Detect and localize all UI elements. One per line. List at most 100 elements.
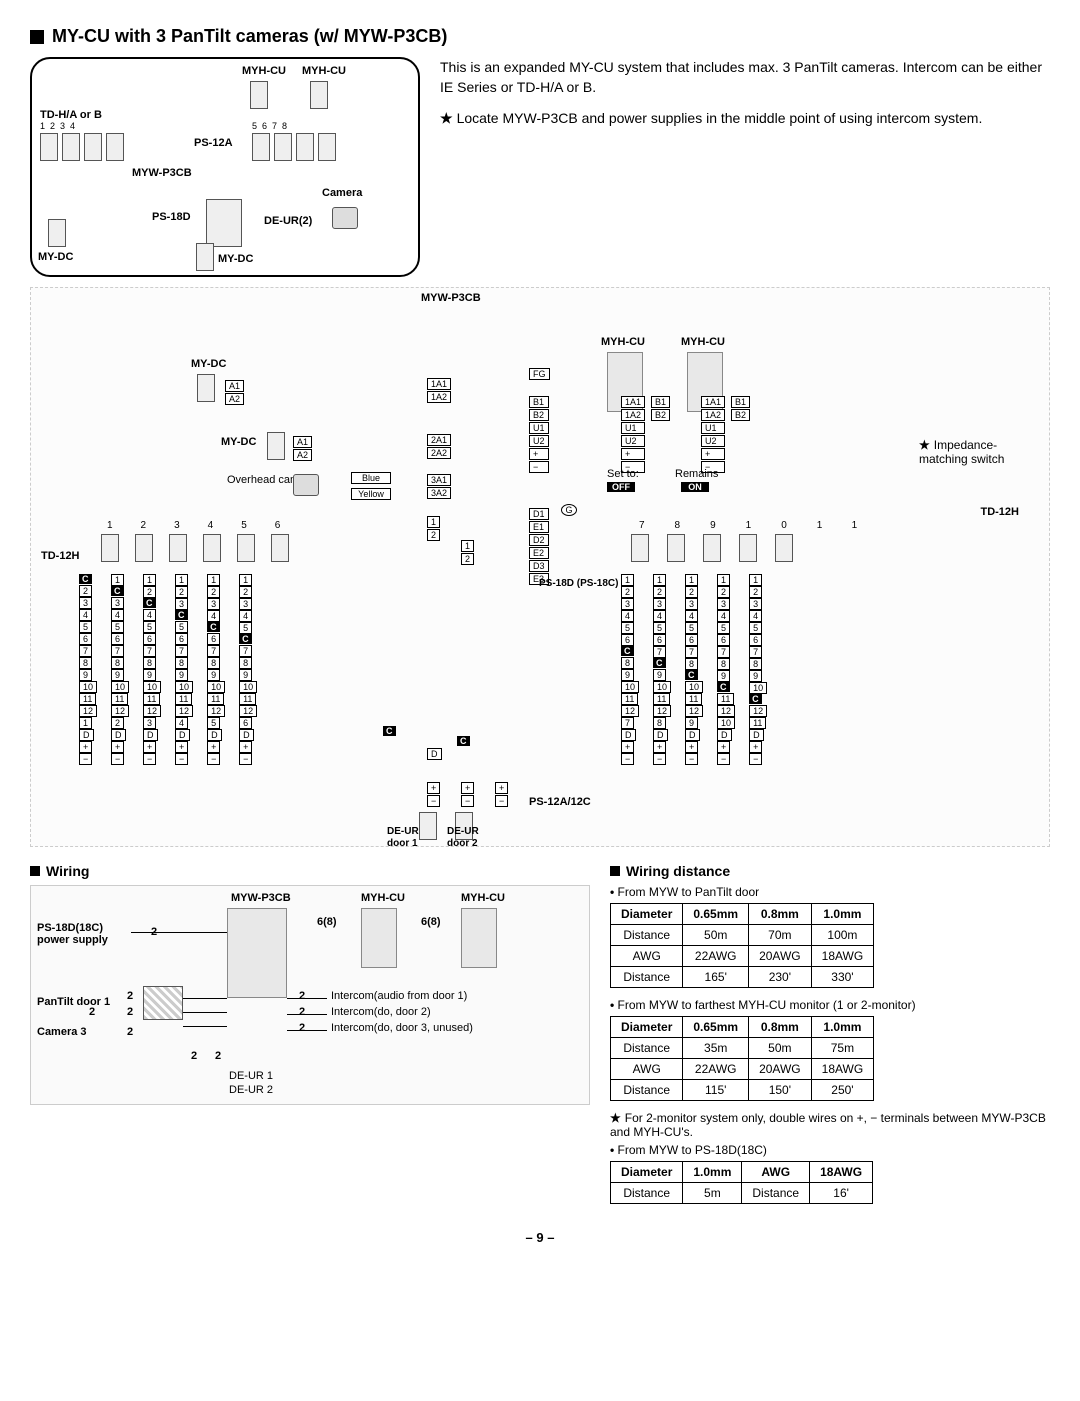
intro-description: This is an expanded MY-CU system that in… [440, 57, 1050, 138]
section-heading: MY-CU with 3 PanTilt cameras (w/ MYW-P3C… [30, 26, 1050, 47]
term-fg: FG [529, 368, 550, 380]
wire-line [287, 1014, 327, 1015]
label-2: 2 [215, 1050, 221, 1062]
terminals-3a: 3A1 3A2 [427, 474, 451, 499]
terminals-de: D1E1 D2E2 D3E3 [529, 508, 549, 585]
terminals-cu1: 1A11A2 U1U2 +− [621, 396, 645, 473]
table-caption: From MYW to PS-18D(18C) [610, 1143, 1050, 1157]
label-myw-p3cb: MYW-P3CB [231, 892, 291, 904]
label-cam3: Camera 3 [37, 1026, 87, 1038]
terminals-cu1b: B1B2 [651, 396, 670, 421]
terminal-column: 123456C891011127D+− [621, 574, 639, 765]
device-myh-cu [250, 81, 268, 109]
terminal-ladder-right: 123456C891011127D+− 1234567C91011128D+− … [621, 574, 767, 765]
label-ps: PS-18D(18C) power supply [37, 922, 127, 946]
wire-line [183, 1026, 227, 1027]
terminals-a: A1 A2 [293, 436, 312, 461]
star-icon: ★ [440, 108, 453, 128]
wiring-table-2: Diameter0.65mm0.8mm1.0mm Distance35m50m7… [610, 1016, 874, 1101]
device-intercom [84, 133, 102, 161]
device-myw-p3cb [206, 199, 242, 247]
section-title: MY-CU with 3 PanTilt cameras (w/ MYW-P3C… [52, 26, 447, 47]
terminals-2a: 2A1 2A2 [427, 434, 451, 459]
terminal-column: C234567891011121D+− [79, 574, 97, 765]
label-impedance: ★Impedance-matching switch [919, 438, 1019, 466]
device-intercom [296, 133, 314, 161]
device-intercom [252, 133, 270, 161]
label-yellow: Yellow [351, 488, 391, 500]
wiring-block-diagram: MYW-P3CB MYH-CU MYH-CU 6(8) 6(8) PS-18D(… [30, 885, 590, 1105]
label-mydc: MY-DC [191, 358, 226, 370]
device-my-dc [197, 374, 215, 402]
badge-on: ON [681, 482, 709, 492]
terminal-column: 12345678910C1211D+− [749, 574, 767, 765]
term-g: G [561, 504, 577, 516]
label-myh-cu: MYH-CU [681, 336, 725, 348]
heading-bullet [30, 866, 40, 876]
terminal-column: 12345C7891011126D+− [239, 574, 257, 765]
device-intercom [739, 534, 757, 562]
wiring-table-1: Diameter0.65mm0.8mm1.0mm Distance50m70m1… [610, 903, 874, 988]
label-ps12a: PS-12A [194, 137, 233, 149]
label-numbers: 123456 [107, 520, 308, 531]
device-intercom [237, 534, 255, 562]
label-intercom-a: Intercom(audio from door 1) [331, 990, 467, 1002]
label-myw-p3cb: MYW-P3CB [421, 292, 481, 304]
label-td-hab: TD-H/A or B [40, 109, 102, 121]
device-intercom [775, 534, 793, 562]
device-intercom [106, 133, 124, 161]
label-68: 6(8) [317, 916, 337, 928]
label-2: 2 [89, 1006, 95, 1018]
wire-line [287, 1030, 327, 1031]
table-star-note: ★For 2-monitor system only, double wires… [610, 1111, 1050, 1139]
system-diagram-box: MYH-CU MYH-CU TD-H/A or B 1 2 3 4 PS-12A… [30, 57, 420, 277]
terminals-center-12b: 12 [461, 540, 474, 565]
label-deur1: DE-UR 1 [229, 1070, 273, 1082]
device-myh-cu [461, 908, 497, 968]
wiring-table-3: Diameter1.0mmAWG18AWG Distance5mDistance… [610, 1161, 873, 1204]
device-my-dc [267, 432, 285, 460]
device-intercom [667, 534, 685, 562]
terminals-cu2: 1A11A2 U1U2 +− [701, 396, 725, 473]
label-myh-cu: MYH-CU [461, 892, 505, 904]
terminal-column: 1234C67891011125D+− [207, 574, 225, 765]
terminal-diagram: MYW-P3CB MYH-CU MYH-CU MY-DC A1 A2 MY-DC… [30, 287, 1050, 847]
terminals-bu: B1 B2 U1 U2 + − [529, 396, 549, 473]
label-myw-p3cb: MYW-P3CB [132, 167, 192, 179]
device-intercom [271, 534, 289, 562]
label-blue: Blue [351, 472, 391, 484]
label-camera: Camera [322, 187, 362, 199]
label-myh-cu: MYH-CU [302, 65, 346, 77]
page-number: – 9 – [30, 1230, 1050, 1245]
label-2: 2 [191, 1050, 197, 1062]
label-2: 2 [127, 1006, 133, 1018]
terminal-column: 12345678C1011129D+− [685, 574, 703, 765]
label-intercom-b: Intercom(do, door 2) [331, 1006, 431, 1018]
terminal-column: 12C4567891011123D+− [143, 574, 161, 765]
device-my-dc [48, 219, 66, 247]
label-2: 2 [299, 1022, 305, 1034]
label-68: 6(8) [421, 916, 441, 928]
wire-line [183, 1012, 227, 1013]
device-intercom [703, 534, 721, 562]
terminal-column: 123C567891011124D+− [175, 574, 193, 765]
label-pt1: PanTilt door 1 [37, 996, 110, 1008]
device-intercom [135, 534, 153, 562]
badge-c: C [383, 726, 396, 736]
device-intercom [40, 133, 58, 161]
badge-c: C [457, 736, 470, 746]
wire-line [183, 998, 227, 999]
terminals-center-12: 12 [427, 516, 440, 541]
label-numbers: 1 2 3 4 [40, 121, 75, 131]
label-ps18d: PS-18D [152, 211, 191, 223]
terminal-ladder-left: C234567891011121D+− 1C34567891011122D+− … [79, 574, 257, 765]
intro-star-note: Locate MYW-P3CB and power supplies in th… [457, 110, 983, 126]
intro-paragraph: This is an expanded MY-CU system that in… [440, 57, 1050, 98]
label-de-ur: DE-UR [447, 826, 479, 837]
heading-bullet [30, 30, 44, 44]
label-myh-cu: MYH-CU [242, 65, 286, 77]
label-numbers: 7891011 [639, 520, 887, 531]
wiring-heading: Wiring [30, 863, 590, 879]
badge-off: OFF [607, 482, 635, 492]
label-mydc: MY-DC [221, 436, 256, 448]
